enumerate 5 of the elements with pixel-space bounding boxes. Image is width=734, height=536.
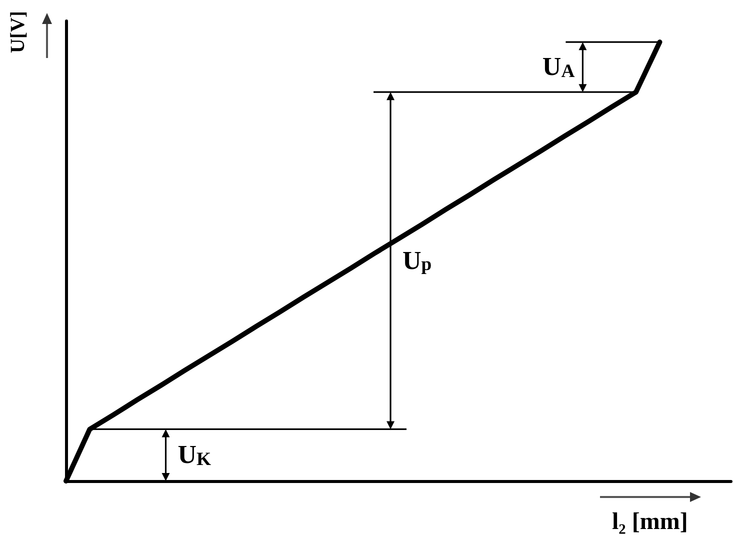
annotation: U$_{p}$ [402,246,432,276]
y-axis-title: U[V] [7,10,29,54]
x-axis-title: l₂ [mm] [612,509,688,535]
annotation: U$_{A}$ [542,52,575,82]
annotation: U$_{K}$ [178,440,212,470]
